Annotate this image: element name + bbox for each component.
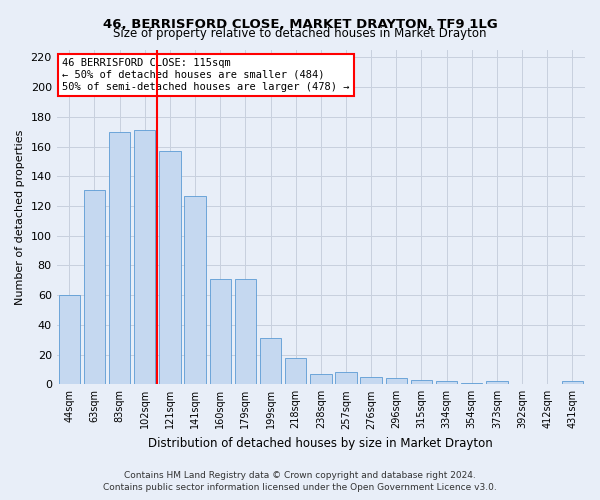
Bar xyxy=(461,383,482,384)
X-axis label: Distribution of detached houses by size in Market Drayton: Distribution of detached houses by size … xyxy=(148,437,493,450)
Text: Contains HM Land Registry data © Crown copyright and database right 2024.
Contai: Contains HM Land Registry data © Crown c… xyxy=(103,471,497,492)
Text: 46, BERRISFORD CLOSE, MARKET DRAYTON, TF9 1LG: 46, BERRISFORD CLOSE, MARKET DRAYTON, TF… xyxy=(103,18,497,30)
Text: Size of property relative to detached houses in Market Drayton: Size of property relative to detached ho… xyxy=(113,28,487,40)
Bar xyxy=(436,382,457,384)
Text: 46 BERRISFORD CLOSE: 115sqm
← 50% of detached houses are smaller (484)
50% of se: 46 BERRISFORD CLOSE: 115sqm ← 50% of det… xyxy=(62,58,349,92)
Bar xyxy=(84,190,105,384)
Bar xyxy=(184,196,206,384)
Y-axis label: Number of detached properties: Number of detached properties xyxy=(15,130,25,305)
Bar xyxy=(59,295,80,384)
Bar xyxy=(260,338,281,384)
Bar xyxy=(386,378,407,384)
Bar xyxy=(411,380,432,384)
Bar xyxy=(134,130,155,384)
Bar xyxy=(209,279,231,384)
Bar xyxy=(285,358,307,384)
Bar xyxy=(310,374,332,384)
Bar xyxy=(109,132,130,384)
Bar xyxy=(235,279,256,384)
Bar xyxy=(159,151,181,384)
Bar xyxy=(486,382,508,384)
Bar xyxy=(562,382,583,384)
Bar xyxy=(335,372,356,384)
Bar xyxy=(361,377,382,384)
